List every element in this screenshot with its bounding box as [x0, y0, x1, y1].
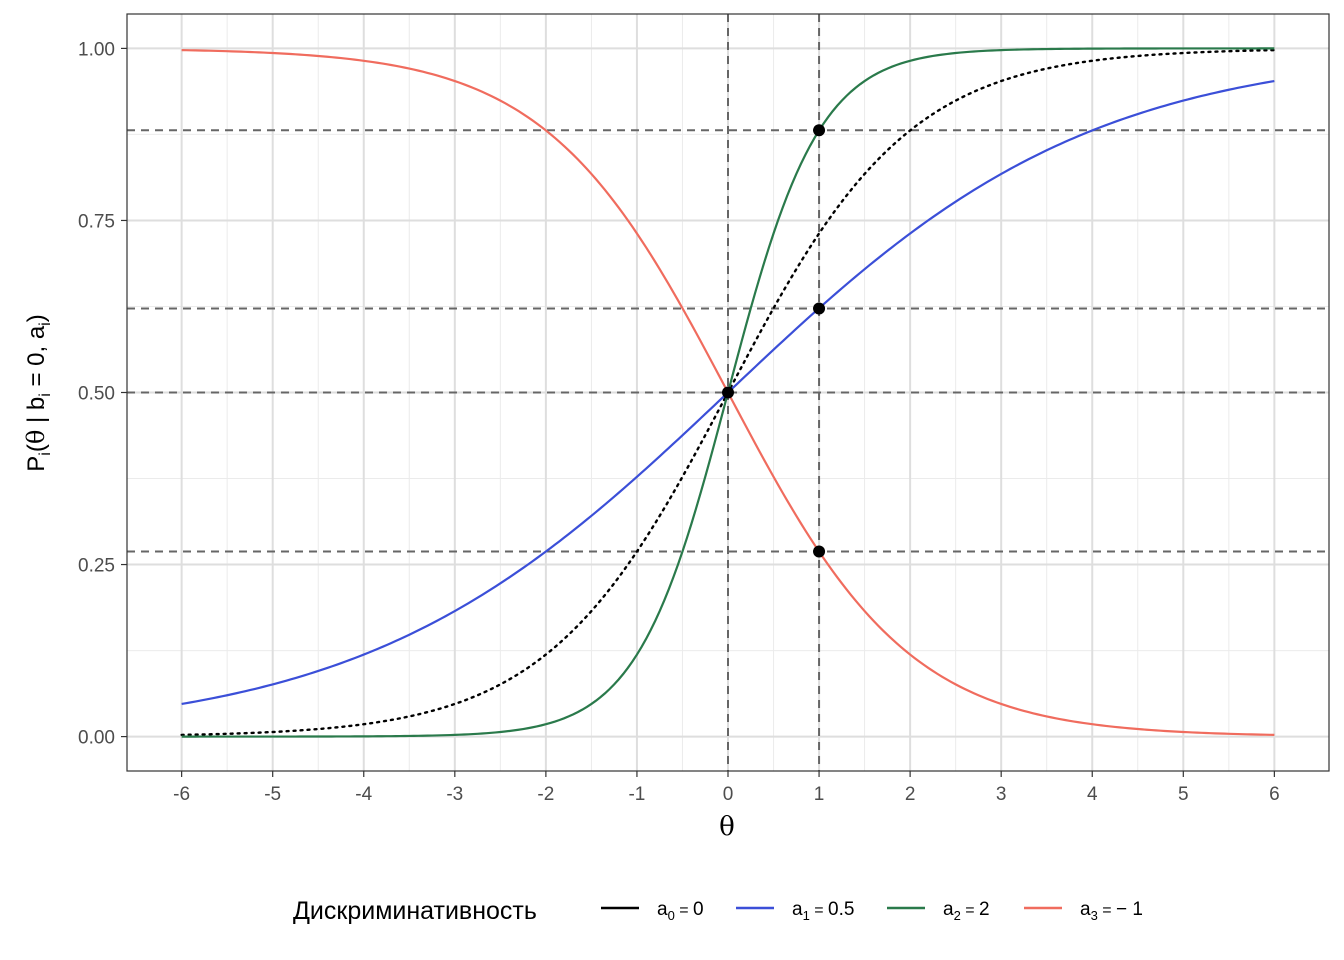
x-tick-label: 5 — [1178, 784, 1189, 805]
x-tick-label: 2 — [905, 784, 916, 805]
x-tick-label: 0 — [723, 784, 734, 805]
x-tick-label: -3 — [446, 784, 463, 805]
legend-label: a2 = 2 — [943, 899, 990, 923]
legend-label: a1 = 0.5 — [792, 899, 854, 923]
legend: Дискриминативность a0 = 0 a1 = 0.5 a2 = 2 a… — [293, 897, 1143, 925]
y-tick-label: 0.00 — [78, 728, 115, 749]
x-tick-label: 4 — [1087, 784, 1098, 805]
legend-title: Дискриминативность — [293, 897, 537, 925]
x-axis: -6 -5 -4 -3 -2 -1 0 1 2 3 4 5 6 — [173, 771, 1280, 805]
legend-label: a0 = 0 — [657, 899, 704, 923]
x-tick-label: -1 — [628, 784, 645, 805]
x-tick-label: -6 — [173, 784, 190, 805]
legend-label: a3 = − 1 — [1080, 899, 1143, 923]
x-tick-label: 3 — [996, 784, 1007, 805]
y-axis-title: Pi(θ | bi = 0, ai) — [22, 314, 54, 471]
y-axis: 0.00 0.25 0.50 0.75 1.00 — [78, 39, 127, 749]
x-tick-label: -4 — [355, 784, 372, 805]
y-tick-label: 0.50 — [78, 384, 115, 405]
data-point — [813, 302, 826, 315]
data-point — [813, 124, 826, 137]
marked-points — [722, 124, 826, 558]
x-tick-label: 1 — [814, 784, 825, 805]
data-point — [722, 386, 734, 399]
x-tick-label: 6 — [1269, 784, 1280, 805]
x-axis-title: θ — [719, 812, 735, 842]
x-tick-label: -2 — [537, 784, 554, 805]
y-tick-label: 0.25 — [78, 556, 115, 577]
reference-lines — [127, 14, 1329, 771]
y-tick-label: 1.00 — [78, 39, 115, 60]
data-point — [813, 545, 826, 558]
y-tick-label: 0.75 — [78, 211, 115, 232]
x-tick-label: -5 — [264, 784, 281, 805]
